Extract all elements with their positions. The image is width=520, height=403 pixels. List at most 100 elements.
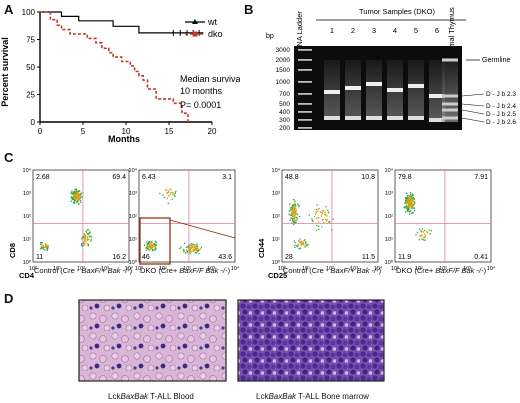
flow-event-dot [192, 243, 194, 245]
flow-event-dot [85, 240, 87, 243]
dj-arrow [461, 117, 485, 123]
flow-event-dot [88, 229, 90, 231]
flow-event-dot [73, 190, 75, 193]
lane-smear [408, 60, 424, 120]
histology-blood-image [78, 299, 227, 382]
flow-x-tick: 10⁰ [278, 265, 287, 272]
flow-event-dot [153, 242, 156, 245]
flow-event-dot [418, 239, 420, 241]
flow-event-dot [44, 243, 47, 245]
flow-event-dot [40, 243, 42, 246]
flow-event-dot [411, 207, 413, 209]
flow-event-dot [190, 243, 192, 245]
flow-event-dot [315, 229, 318, 231]
flow-y-axis-label: CD44 [257, 238, 266, 258]
flow-event-dot [295, 222, 297, 224]
legend-dko-label: dko [208, 29, 223, 39]
flow-event-dot [296, 245, 298, 248]
flow-event-dot [412, 194, 414, 196]
bp-value: 1500 [276, 67, 291, 74]
bp-value: 700 [279, 91, 290, 98]
flow-event-dot [42, 248, 45, 250]
flow-event-dot [195, 252, 197, 254]
flow-event-dot [292, 210, 295, 213]
flow-event-dot [288, 213, 290, 215]
flow-y-tick: 10¹ [129, 237, 137, 243]
flow-event-dot [74, 202, 76, 204]
flow-event-dot [155, 247, 157, 250]
flow-y-tick: 10⁴ [385, 167, 394, 174]
flow-event-dot [74, 200, 76, 202]
flow-event-dot [293, 219, 295, 221]
flow-event-dot [304, 239, 306, 241]
flow-event-dot [45, 245, 47, 247]
flow-x-tick: 10² [77, 266, 85, 272]
gel-band [366, 116, 382, 120]
flow-event-dot [80, 192, 83, 194]
flow-event-dot [292, 203, 294, 206]
flow-event-dot [408, 196, 410, 199]
lane-number: 2 [351, 26, 355, 35]
flow-event-dot [412, 207, 414, 209]
flow-event-dot [196, 246, 198, 249]
caption-text: Control (Cre - [34, 266, 82, 275]
flow-event-dot [421, 231, 423, 233]
dj-arrow [461, 103, 485, 107]
flow-x-tick: 10² [326, 266, 334, 272]
quadrant-value: 7.91 [474, 174, 488, 181]
survival-chart: 0 25 50 75 100 0 5 10 15 20 Percent survival Mont… [0, 8, 240, 144]
flow-event-dot [289, 214, 291, 216]
flow-event-dot [423, 239, 425, 241]
flow-event-dot [153, 243, 156, 246]
flow-event-dot [408, 200, 410, 202]
flow-event-dot [46, 248, 48, 250]
flow-event-dot [297, 244, 299, 246]
flow-event-dot [325, 220, 328, 222]
flow-event-dot [42, 244, 44, 247]
flow-event-dot [186, 249, 188, 251]
flow-event-dot [304, 241, 307, 243]
flow-event-dot [407, 194, 409, 197]
flow-event-dot [295, 219, 297, 221]
flow-event-dot [293, 212, 295, 214]
caption-text: DKO (Cre+ [396, 266, 436, 275]
flow-event-dot [303, 244, 305, 247]
flow-event-dot [294, 200, 296, 203]
gel-band [366, 82, 382, 86]
flow-event-dot [329, 221, 331, 223]
flow-event-dot [78, 198, 80, 201]
flow-x-tick: 10³ [207, 266, 215, 272]
flow-event-dot [292, 205, 294, 207]
flow-y-tick: 10³ [272, 191, 280, 197]
flow-event-dot [184, 252, 187, 254]
flow-event-dot [410, 194, 412, 197]
flow-event-dot [320, 211, 322, 213]
ladder-band [298, 111, 312, 113]
flow-event-dot [44, 246, 46, 248]
flow-y-tick: 10⁰ [272, 259, 281, 266]
flow-event-dot [198, 252, 200, 255]
flow-event-dot [293, 212, 295, 215]
flow-event-dot [411, 196, 413, 198]
flow-event-dot [82, 236, 85, 238]
flow-event-dot [87, 236, 89, 238]
flow-event-dot [409, 201, 411, 203]
flow-event-dot [189, 253, 191, 255]
flow-event-dot [293, 216, 295, 219]
flow-event-dot [305, 242, 307, 245]
gating-arrow [169, 219, 236, 239]
flow-event-dot [154, 248, 156, 251]
flow-event-dot [82, 235, 85, 237]
flow-x-tick: 10³ [350, 266, 358, 272]
flow-event-dot [196, 243, 198, 245]
flow-y-tick: 10⁰ [385, 259, 394, 266]
flow-event-dot [403, 206, 406, 209]
flow-event-dot [73, 191, 75, 194]
quadrant-value: 3.1 [222, 174, 232, 181]
x-tick-label: 10 [122, 127, 131, 136]
bp-value: 3000 [276, 47, 291, 54]
flow-event-dot [149, 246, 151, 248]
flow-event-dot [76, 199, 78, 201]
flow-event-dot [186, 251, 188, 253]
flow-event-dot [183, 242, 186, 244]
